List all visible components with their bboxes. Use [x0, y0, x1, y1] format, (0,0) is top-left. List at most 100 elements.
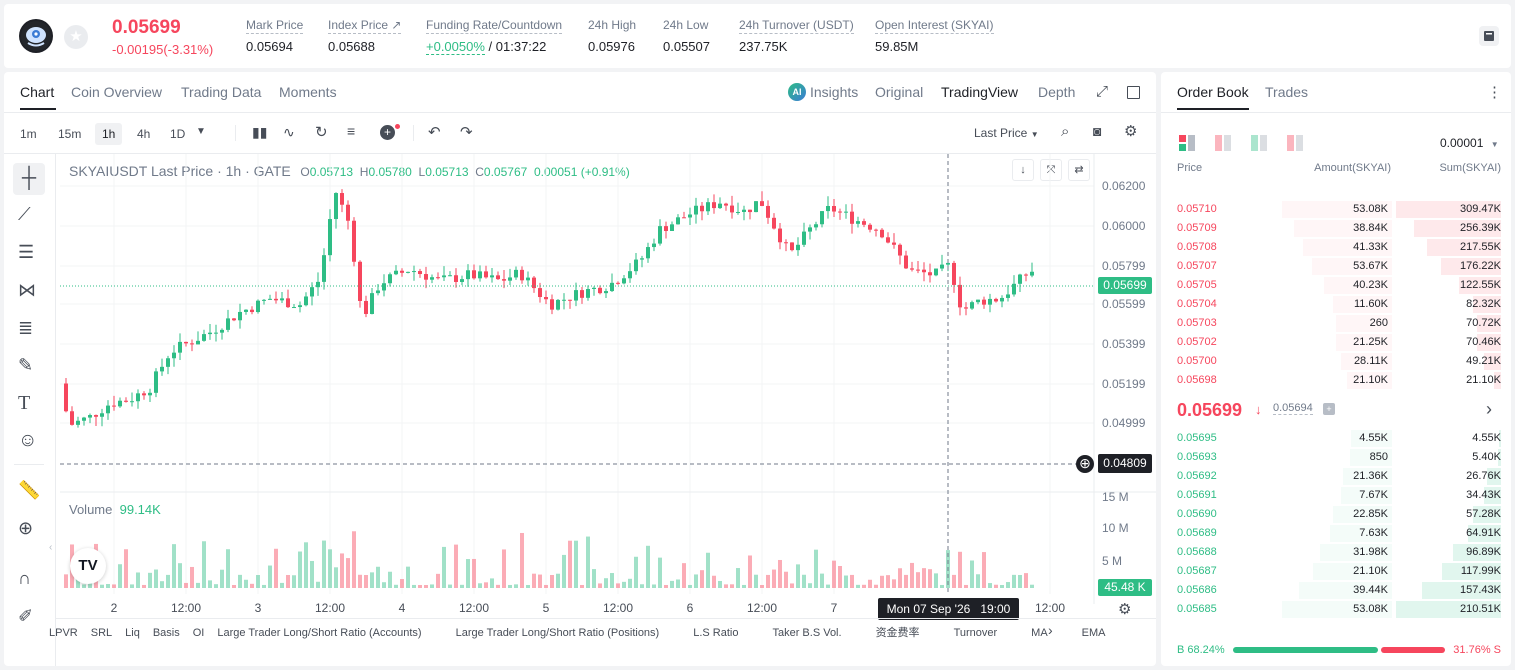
indicator-toggle[interactable]: 资金费率: [875, 627, 920, 639]
view-tradingview[interactable]: TradingView: [941, 84, 1019, 100]
pencil-lock-tool-icon[interactable]: ✐: [18, 606, 34, 626]
order-book-row[interactable]: 0.05695 4.55K 4.55K: [1161, 429, 1511, 448]
layout-depth-icon[interactable]: [1287, 135, 1303, 151]
indicator-toggle[interactable]: OI: [192, 627, 205, 639]
volume-bar: [934, 573, 938, 588]
templates-icon[interactable]: ≡: [347, 123, 356, 139]
order-book-row[interactable]: 0.05688 31.98K 96.89K: [1161, 543, 1511, 562]
camera-icon[interactable]: ◙: [1093, 123, 1102, 139]
order-book-row[interactable]: 0.05705 40.23K 122.55K: [1161, 276, 1511, 295]
trendline-tool-icon[interactable]: ⟋: [18, 204, 31, 224]
timeframe-4h[interactable]: 4h: [137, 127, 151, 141]
notebook-icon[interactable]: [1479, 26, 1499, 46]
view-depth[interactable]: Depth: [1038, 84, 1076, 100]
undo-icon[interactable]: ↶: [428, 124, 441, 141]
refresh-icon[interactable]: ↻: [315, 124, 328, 141]
text-tool-icon[interactable]: T: [18, 392, 31, 414]
tab-trading-data[interactable]: Trading Data: [181, 84, 262, 100]
horizontal-lines-tool-icon[interactable]: ☰: [18, 242, 35, 262]
chevron-right-icon[interactable]: ›: [1486, 399, 1492, 419]
expand-icon[interactable]: ⤢: [1095, 83, 1108, 100]
timeframe-15m[interactable]: 15m: [58, 127, 82, 141]
redo-icon[interactable]: ↷: [460, 124, 473, 141]
order-book-row[interactable]: 0.05703 260 70.72K: [1161, 314, 1511, 333]
crosshair-add-icon[interactable]: ⊕: [1076, 455, 1094, 473]
more-menu-icon[interactable]: ⋮: [1487, 84, 1502, 101]
tab-chart[interactable]: Chart: [20, 84, 55, 100]
order-book-row[interactable]: 0.05690 22.85K 57.28K: [1161, 505, 1511, 524]
order-book-row[interactable]: 0.05698 21.10K 21.10K: [1161, 371, 1511, 390]
tab-moments[interactable]: Moments: [279, 84, 337, 100]
indicator-toggle[interactable]: Taker B.S Vol.: [772, 627, 842, 639]
stat-label[interactable]: Mark Price: [246, 18, 304, 34]
chevron-right-icon[interactable]: ›: [1048, 622, 1053, 638]
window-mode-icon[interactable]: [1127, 86, 1140, 99]
axis-settings-icon[interactable]: ⚙: [1118, 601, 1132, 618]
order-book-row[interactable]: 0.05687 21.10K 117.99K: [1161, 562, 1511, 581]
pattern-tool-icon[interactable]: ⋈: [18, 280, 36, 300]
order-book-row[interactable]: 0.05700 28.11K 49.21K: [1161, 352, 1511, 371]
favorite-star-icon[interactable]: ★: [64, 25, 88, 49]
layout-asks-icon[interactable]: [1215, 135, 1231, 151]
indicator-toggle[interactable]: EMA: [1081, 627, 1106, 639]
timeframe-1D[interactable]: 1D: [170, 127, 186, 141]
stat-label[interactable]: Funding Rate/Countdown: [426, 18, 563, 34]
collapse-toolbar-icon[interactable]: ‹: [49, 542, 53, 553]
candlestick-chart[interactable]: [4, 154, 1156, 666]
price-type-select[interactable]: Last Price ▼: [974, 126, 1039, 140]
indicator-toggle[interactable]: MA: [1031, 627, 1048, 639]
tab-trades[interactable]: Trades: [1265, 84, 1309, 100]
collapse-arrows-icon[interactable]: ⤧: [1040, 159, 1062, 181]
indicator-toggle[interactable]: SRL: [90, 627, 113, 639]
tab-order-book[interactable]: Order Book: [1177, 84, 1249, 100]
order-book-row[interactable]: 0.05709 38.84K 256.39K: [1161, 219, 1511, 238]
tab-coin-overview[interactable]: Coin Overview: [71, 84, 163, 100]
fib-tool-icon[interactable]: ≣: [18, 318, 34, 338]
candle-body: [844, 211, 848, 213]
indicator-toggle[interactable]: L.S Ratio: [693, 627, 739, 639]
stat-label[interactable]: Index Price ↗: [328, 18, 402, 34]
timeframe-1h[interactable]: 1h: [95, 123, 123, 145]
ruler-tool-icon[interactable]: 📏: [18, 480, 41, 500]
settings-gear-icon[interactable]: ⚙: [1124, 123, 1138, 140]
indicator-toggle[interactable]: Large Trader Long/Short Ratio (Accounts): [217, 627, 422, 639]
order-book-row[interactable]: 0.05685 53.08K 210.51K: [1161, 600, 1511, 619]
order-book-row[interactable]: 0.05710 53.08K 309.47K: [1161, 200, 1511, 219]
emoji-tool-icon[interactable]: ☺: [18, 430, 38, 451]
order-book-row[interactable]: 0.05702 21.25K 70.46K: [1161, 333, 1511, 352]
magnet-tool-icon[interactable]: ∩: [18, 568, 31, 588]
toggle-view-icon[interactable]: ⇄: [1068, 159, 1090, 181]
indicator-toggle[interactable]: Basis: [152, 627, 180, 639]
order-book-row[interactable]: 0.05693 850 5.40K: [1161, 448, 1511, 467]
candle-body: [976, 299, 980, 303]
layout-bids-icon[interactable]: [1251, 135, 1267, 151]
stat-label[interactable]: Open Interest (SKYAI): [875, 18, 994, 34]
order-book-row[interactable]: 0.05686 39.44K 157.43K: [1161, 581, 1511, 600]
indicator-toggle[interactable]: Liq: [125, 627, 140, 639]
add-indicator-icon[interactable]: +: [380, 125, 395, 140]
order-book-row[interactable]: 0.05692 21.36K 26.76K: [1161, 467, 1511, 486]
order-book-row[interactable]: 0.05704 11.60K 82.32K: [1161, 295, 1511, 314]
search-icon[interactable]: ⌕: [1061, 123, 1070, 140]
brush-tool-icon[interactable]: ✎: [18, 355, 34, 375]
order-book-row[interactable]: 0.05689 7.63K 64.91K: [1161, 524, 1511, 543]
order-book-row[interactable]: 0.05691 7.67K 34.43K: [1161, 486, 1511, 505]
timeframe-dropdown-icon[interactable]: ▼: [196, 126, 206, 137]
mark-price[interactable]: 0.05694: [1273, 402, 1313, 415]
layout-both-icon[interactable]: [1179, 135, 1195, 151]
indicator-toggle[interactable]: Turnover: [953, 627, 998, 639]
precision-select[interactable]: 0.00001 ▼: [1440, 136, 1499, 150]
timeframe-1m[interactable]: 1m: [20, 127, 37, 141]
indicator-toggle[interactable]: Large Trader Long/Short Ratio (Positions…: [455, 627, 660, 639]
arrow-down-icon[interactable]: ↓: [1012, 159, 1034, 181]
candle-type-icon[interactable]: ▮▮: [252, 124, 268, 140]
order-book-row[interactable]: 0.05707 53.67K 176.22K: [1161, 257, 1511, 276]
view-insights[interactable]: Insights: [810, 84, 859, 100]
stat-label[interactable]: 24h Turnover (USDT): [739, 18, 854, 34]
indicators-icon[interactable]: ∿: [283, 124, 295, 140]
zoom-in-tool-icon[interactable]: ⊕: [18, 518, 34, 538]
indicator-toggle[interactable]: LPVR: [49, 627, 78, 639]
crosshair-tool-icon[interactable]: ┼: [13, 163, 45, 195]
order-book-row[interactable]: 0.05708 41.33K 217.55K: [1161, 238, 1511, 257]
view-original[interactable]: Original: [875, 84, 924, 100]
